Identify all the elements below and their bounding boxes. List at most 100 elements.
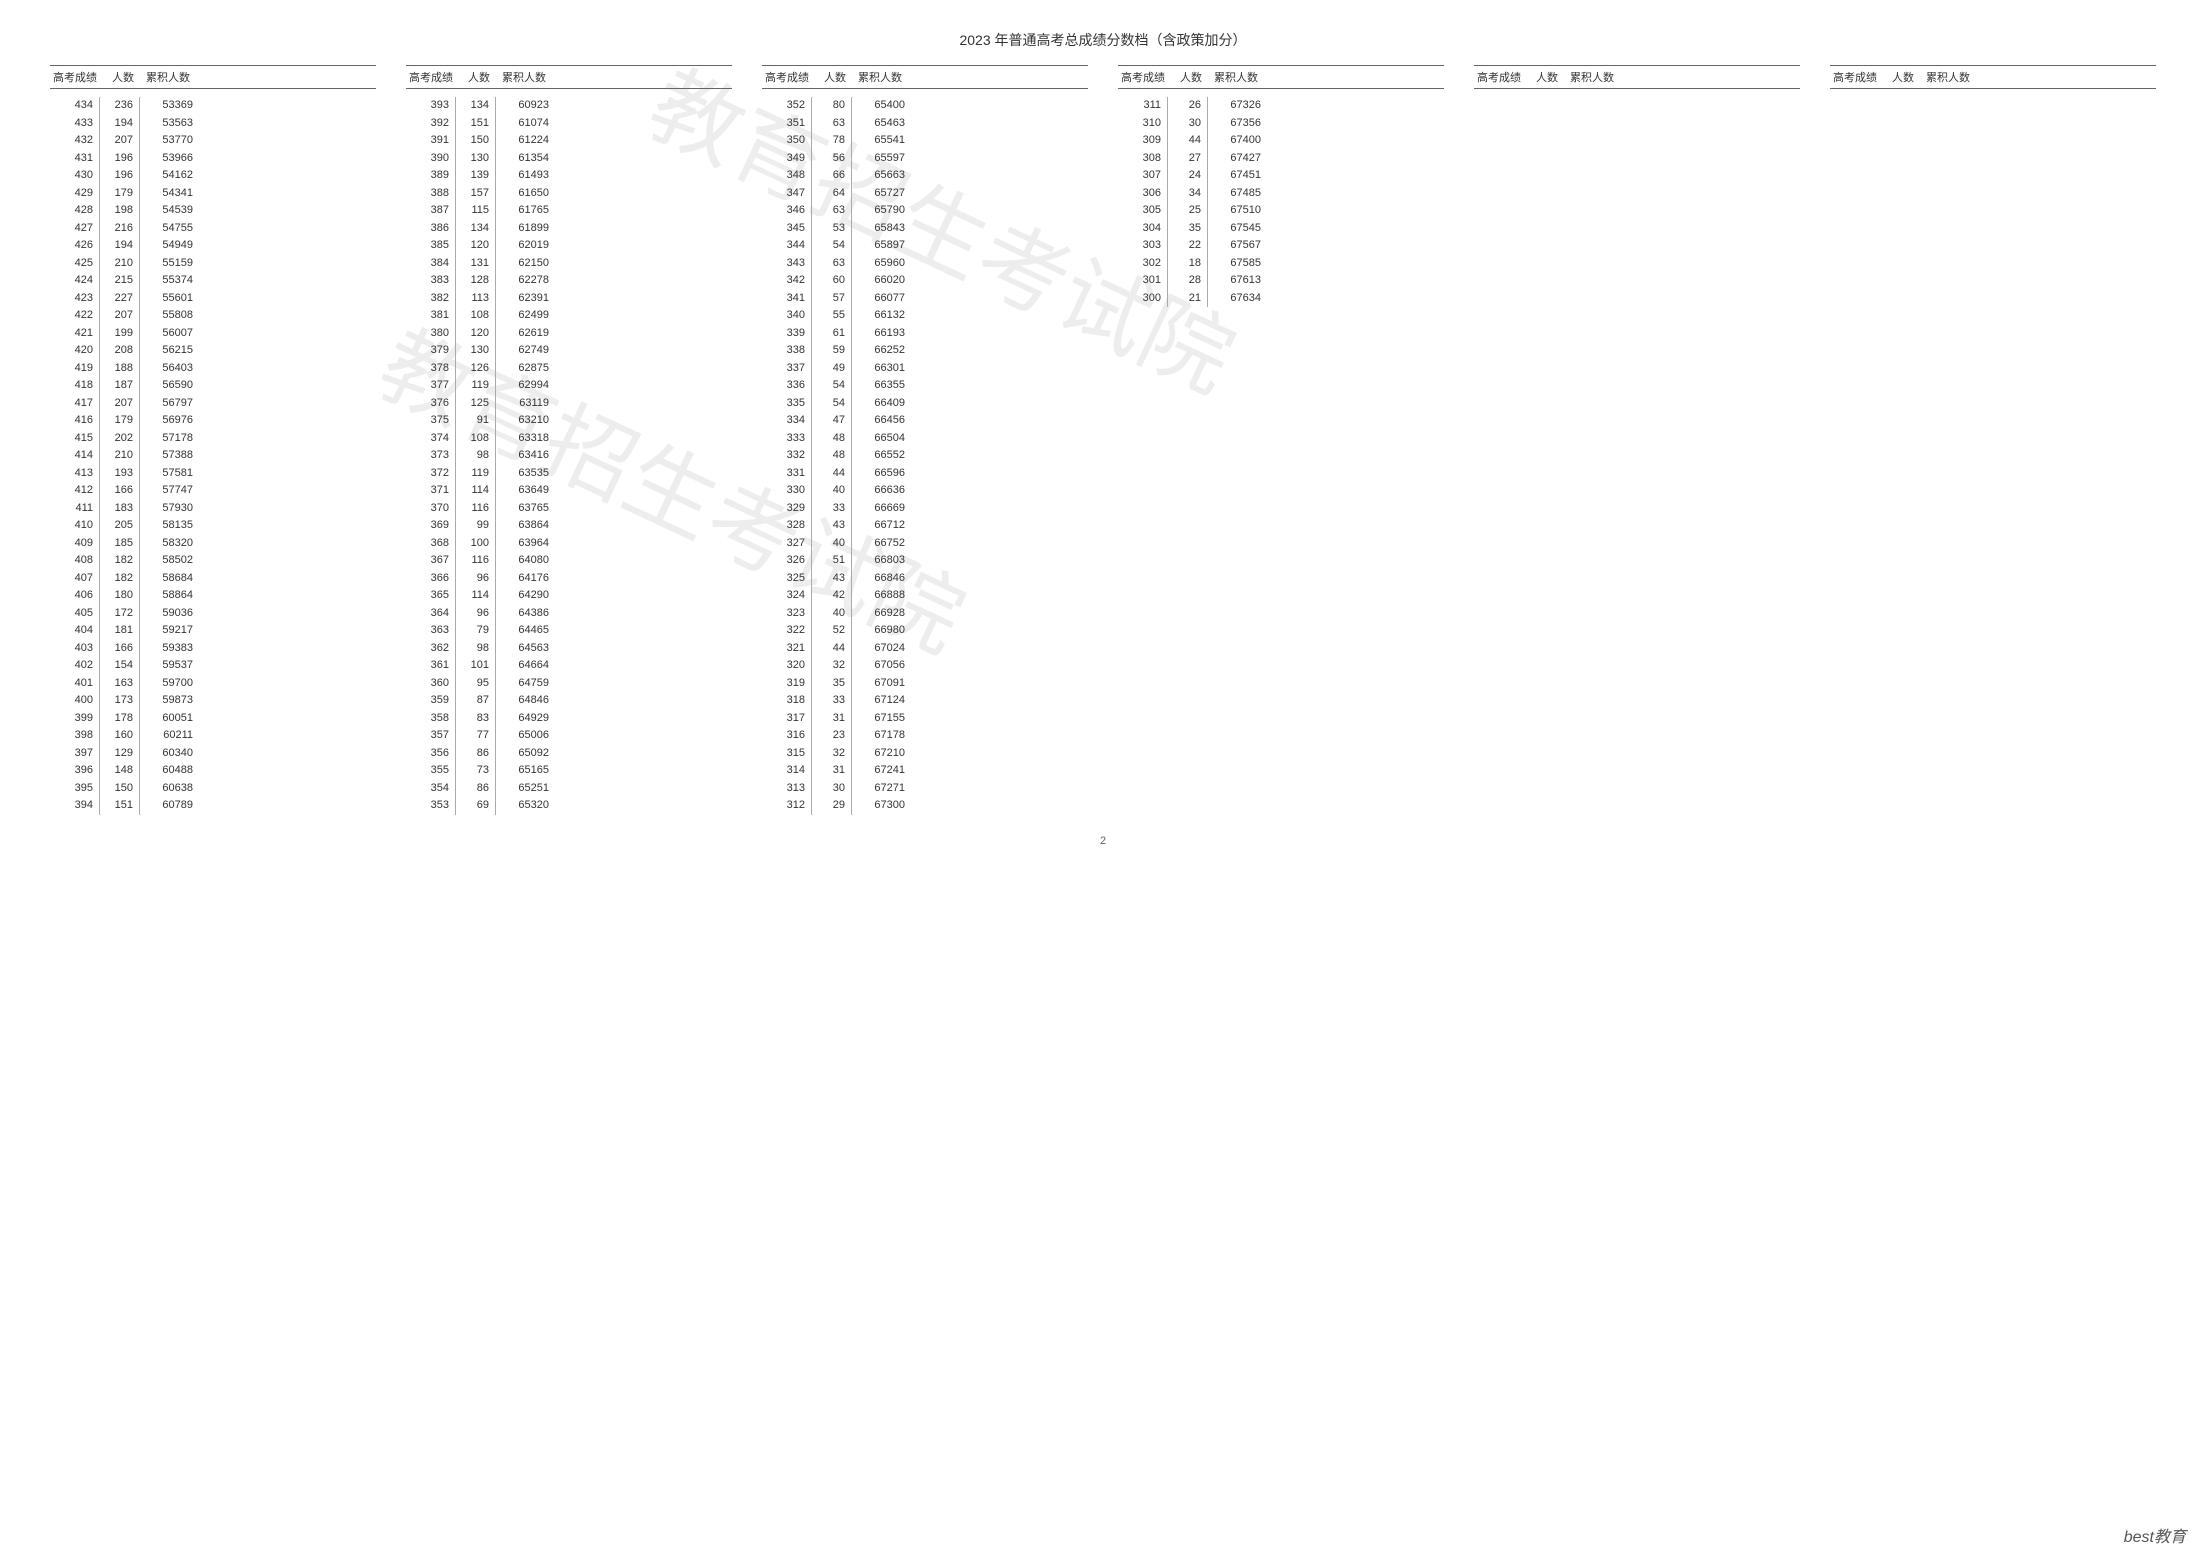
cell-score: 367 xyxy=(406,552,456,570)
cell-count: 83 xyxy=(456,710,496,728)
header-score: 高考成绩 xyxy=(762,69,812,85)
cell-count: 134 xyxy=(456,220,496,238)
table-row: 3254366846 xyxy=(762,570,1088,588)
table-row: 42521055159 xyxy=(50,255,376,273)
cell-cumulative: 64929 xyxy=(496,710,551,728)
table-row: 40718258684 xyxy=(50,570,376,588)
cell-cumulative: 64664 xyxy=(496,657,551,675)
cell-score: 306 xyxy=(1118,185,1168,203)
cell-cumulative: 67124 xyxy=(852,692,907,710)
cell-score: 392 xyxy=(406,115,456,133)
cell-cumulative: 54341 xyxy=(140,185,195,203)
table-row: 38110862499 xyxy=(406,307,732,325)
cell-cumulative: 66552 xyxy=(852,447,907,465)
cell-score: 389 xyxy=(406,167,456,185)
table-row: 38711561765 xyxy=(406,202,732,220)
cell-cumulative: 56976 xyxy=(140,412,195,430)
cell-score: 403 xyxy=(50,640,100,658)
table-row: 3455365843 xyxy=(762,220,1088,238)
cell-cumulative: 67427 xyxy=(1208,150,1263,168)
table-row: 41520257178 xyxy=(50,430,376,448)
cell-cumulative: 66596 xyxy=(852,465,907,483)
header-cumulative: 累积人数 xyxy=(852,69,907,85)
cell-cumulative: 67356 xyxy=(1208,115,1263,133)
table-row: 36511464290 xyxy=(406,587,732,605)
cell-count: 86 xyxy=(456,780,496,798)
cell-cumulative: 67634 xyxy=(1208,290,1263,308)
cell-score: 362 xyxy=(406,640,456,658)
cell-score: 342 xyxy=(762,272,812,290)
cell-count: 96 xyxy=(456,605,496,623)
cell-score: 391 xyxy=(406,132,456,150)
cell-count: 79 xyxy=(456,622,496,640)
cell-cumulative: 65727 xyxy=(852,185,907,203)
cell-cumulative: 65320 xyxy=(496,797,551,815)
table-row: 3314466596 xyxy=(762,465,1088,483)
cell-cumulative: 66712 xyxy=(852,517,907,535)
cell-score: 344 xyxy=(762,237,812,255)
table-row: 41118357930 xyxy=(50,500,376,518)
cell-score: 346 xyxy=(762,202,812,220)
cell-score: 319 xyxy=(762,675,812,693)
cell-count: 63 xyxy=(812,202,852,220)
cell-count: 207 xyxy=(100,307,140,325)
cell-cumulative: 61074 xyxy=(496,115,551,133)
cell-score: 372 xyxy=(406,465,456,483)
cell-cumulative: 62994 xyxy=(496,377,551,395)
cell-count: 154 xyxy=(100,657,140,675)
table-row: 41818756590 xyxy=(50,377,376,395)
cell-cumulative: 61899 xyxy=(496,220,551,238)
header-score: 高考成绩 xyxy=(1830,69,1880,85)
cell-count: 205 xyxy=(100,517,140,535)
cell-count: 125 xyxy=(456,395,496,413)
cell-count: 130 xyxy=(456,150,496,168)
cell-cumulative: 67241 xyxy=(852,762,907,780)
cell-cumulative: 62499 xyxy=(496,307,551,325)
table-row: 42020856215 xyxy=(50,342,376,360)
cell-score: 317 xyxy=(762,710,812,728)
cell-count: 199 xyxy=(100,325,140,343)
table-row: 38211362391 xyxy=(406,290,732,308)
table-row: 3214467024 xyxy=(762,640,1088,658)
cell-score: 432 xyxy=(50,132,100,150)
cell-score: 354 xyxy=(406,780,456,798)
cell-count: 40 xyxy=(812,482,852,500)
cell-score: 348 xyxy=(762,167,812,185)
table-row: 39415160789 xyxy=(50,797,376,815)
cell-count: 120 xyxy=(456,237,496,255)
cell-count: 43 xyxy=(812,570,852,588)
table-row: 40818258502 xyxy=(50,552,376,570)
cell-score: 404 xyxy=(50,622,100,640)
cell-count: 210 xyxy=(100,255,140,273)
cell-cumulative: 66456 xyxy=(852,412,907,430)
table-row: 41216657747 xyxy=(50,482,376,500)
cell-score: 393 xyxy=(406,97,456,115)
table-row: 39712960340 xyxy=(50,745,376,763)
cell-cumulative: 67545 xyxy=(1208,220,1263,238)
cell-cumulative: 56007 xyxy=(140,325,195,343)
header-count: 人数 xyxy=(1524,69,1564,85)
cell-score: 429 xyxy=(50,185,100,203)
cell-cumulative: 65897 xyxy=(852,237,907,255)
table-row: 3334866504 xyxy=(762,430,1088,448)
cell-cumulative: 66252 xyxy=(852,342,907,360)
table-row: 3396166193 xyxy=(762,325,1088,343)
cell-cumulative: 67056 xyxy=(852,657,907,675)
header-score: 高考成绩 xyxy=(406,69,456,85)
cell-count: 178 xyxy=(100,710,140,728)
cell-cumulative: 67155 xyxy=(852,710,907,728)
header-cumulative: 累积人数 xyxy=(1920,69,1975,85)
cell-count: 77 xyxy=(456,727,496,745)
cell-score: 339 xyxy=(762,325,812,343)
cell-score: 340 xyxy=(762,307,812,325)
table-row: 3032267567 xyxy=(1118,237,1444,255)
cell-cumulative: 56215 xyxy=(140,342,195,360)
cell-count: 64 xyxy=(812,185,852,203)
table-row: 3203267056 xyxy=(762,657,1088,675)
table-row: 40316659383 xyxy=(50,640,376,658)
column-header: 高考成绩人数累积人数 xyxy=(1830,65,2156,89)
cell-cumulative: 63210 xyxy=(496,412,551,430)
cell-score: 326 xyxy=(762,552,812,570)
cell-score: 388 xyxy=(406,185,456,203)
cell-count: 33 xyxy=(812,500,852,518)
